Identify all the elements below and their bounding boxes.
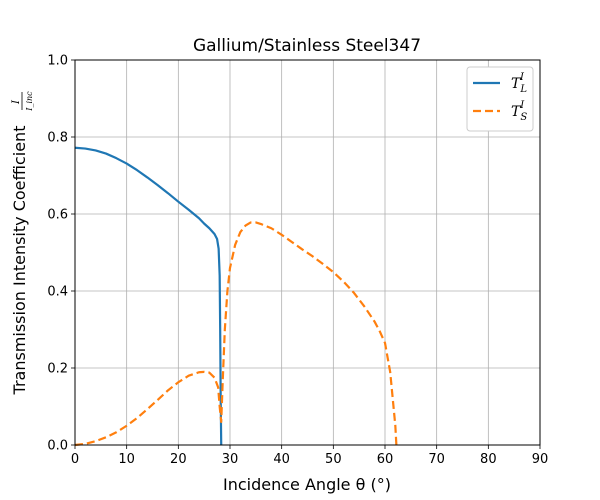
plot-area (74, 146, 398, 447)
y-tick-label: 1.0 (47, 54, 68, 69)
y-axis-label-denominator: I_inc (25, 91, 34, 112)
x-tick-label: 40 (273, 452, 290, 467)
y-tick-label: 0.0 (47, 439, 68, 454)
x-tick-label: 70 (428, 452, 445, 467)
x-axis-label: Incidence Angle θ (°) (223, 475, 391, 494)
legend: TLI TSI (466, 66, 534, 132)
x-tick-label: 80 (480, 452, 497, 467)
x-axis: 0 10 20 30 40 50 60 70 80 90 (71, 445, 548, 467)
y-axis: 0.0 0.2 0.4 0.6 0.8 1.0 (47, 54, 75, 454)
x-tick-label: 50 (325, 452, 342, 467)
x-tick-label: 0 (71, 452, 79, 467)
x-tick-label: 60 (377, 452, 394, 467)
chart-title: Gallium/Stainless Steel347 (193, 36, 421, 56)
y-axis-label-group: Transmission Intensity Coefficient I I_i… (10, 91, 34, 396)
series-line-s (74, 221, 398, 447)
y-tick-label: 0.2 (47, 362, 68, 377)
x-tick-label: 30 (222, 452, 239, 467)
x-tick-label: 10 (118, 452, 135, 467)
plot-frame (74, 59, 541, 446)
y-axis-label-numerator: I (11, 99, 22, 105)
y-tick-label: 0.6 (47, 208, 68, 223)
y-axis-label: Transmission Intensity Coefficient (10, 126, 29, 396)
series-line-l (74, 146, 223, 446)
y-tick-label: 0.8 (47, 131, 68, 146)
x-tick-label: 90 (532, 452, 549, 467)
legend-label: TSI (511, 100, 527, 123)
x-tick-label: 20 (170, 452, 187, 467)
y-tick-label: 0.4 (47, 285, 68, 300)
legend-label: TLI (511, 72, 527, 95)
